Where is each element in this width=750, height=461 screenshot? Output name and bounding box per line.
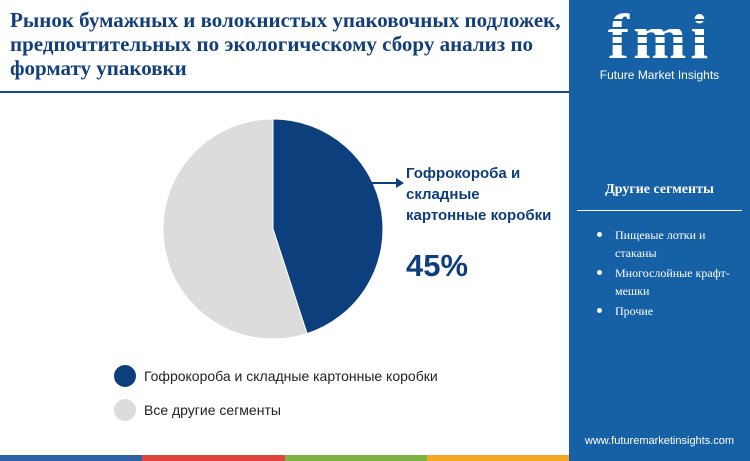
legend-label: Гофрокороба и складные картонные коробки <box>144 368 438 384</box>
sidebar: fmi Future Market Insights Другие сегмен… <box>569 0 750 461</box>
title-divider <box>0 91 569 93</box>
bar-segment <box>142 455 285 461</box>
legend-label: Все другие сегменты <box>144 402 281 418</box>
chart-title: Рынок бумажных и волокнистых упаковочных… <box>10 8 561 80</box>
bar-segment <box>0 455 143 461</box>
legend: Гофрокороба и складные картонные коробки… <box>114 365 438 433</box>
callout-label: Гофрокороба и складные картонные коробки <box>406 165 552 224</box>
other-segments-list: Пищевые лотки и стаканы Многослойные кра… <box>597 226 747 322</box>
callout-arrow-icon <box>368 178 404 188</box>
segment-item: Прочие <box>597 302 747 320</box>
legend-swatch-corrugated <box>114 365 136 387</box>
pie-slice-0 <box>272 118 384 335</box>
fmi-logo: fmi <box>599 1 721 72</box>
pie-chart <box>162 118 384 340</box>
segment-item: Многослойные крафт-мешки <box>597 264 747 300</box>
bar-segment <box>426 455 569 461</box>
callout-percentage: 45% <box>406 248 469 283</box>
legend-swatch-other <box>114 399 136 421</box>
bottom-color-bar <box>0 455 569 461</box>
logo-subtitle: Future Market Insights <box>599 68 720 82</box>
legend-item-corrugated: Гофрокороба и складные картонные коробки <box>114 365 438 387</box>
segment-item: Пищевые лотки и стаканы <box>597 226 747 262</box>
other-segments-title: Другие сегменты <box>605 182 714 197</box>
pie-slice-1 <box>162 118 308 340</box>
website-url: www.futuremarketinsights.com <box>584 435 735 447</box>
segments-divider <box>577 210 742 211</box>
legend-item-other: Все другие сегменты <box>114 399 438 421</box>
bar-segment <box>284 455 427 461</box>
